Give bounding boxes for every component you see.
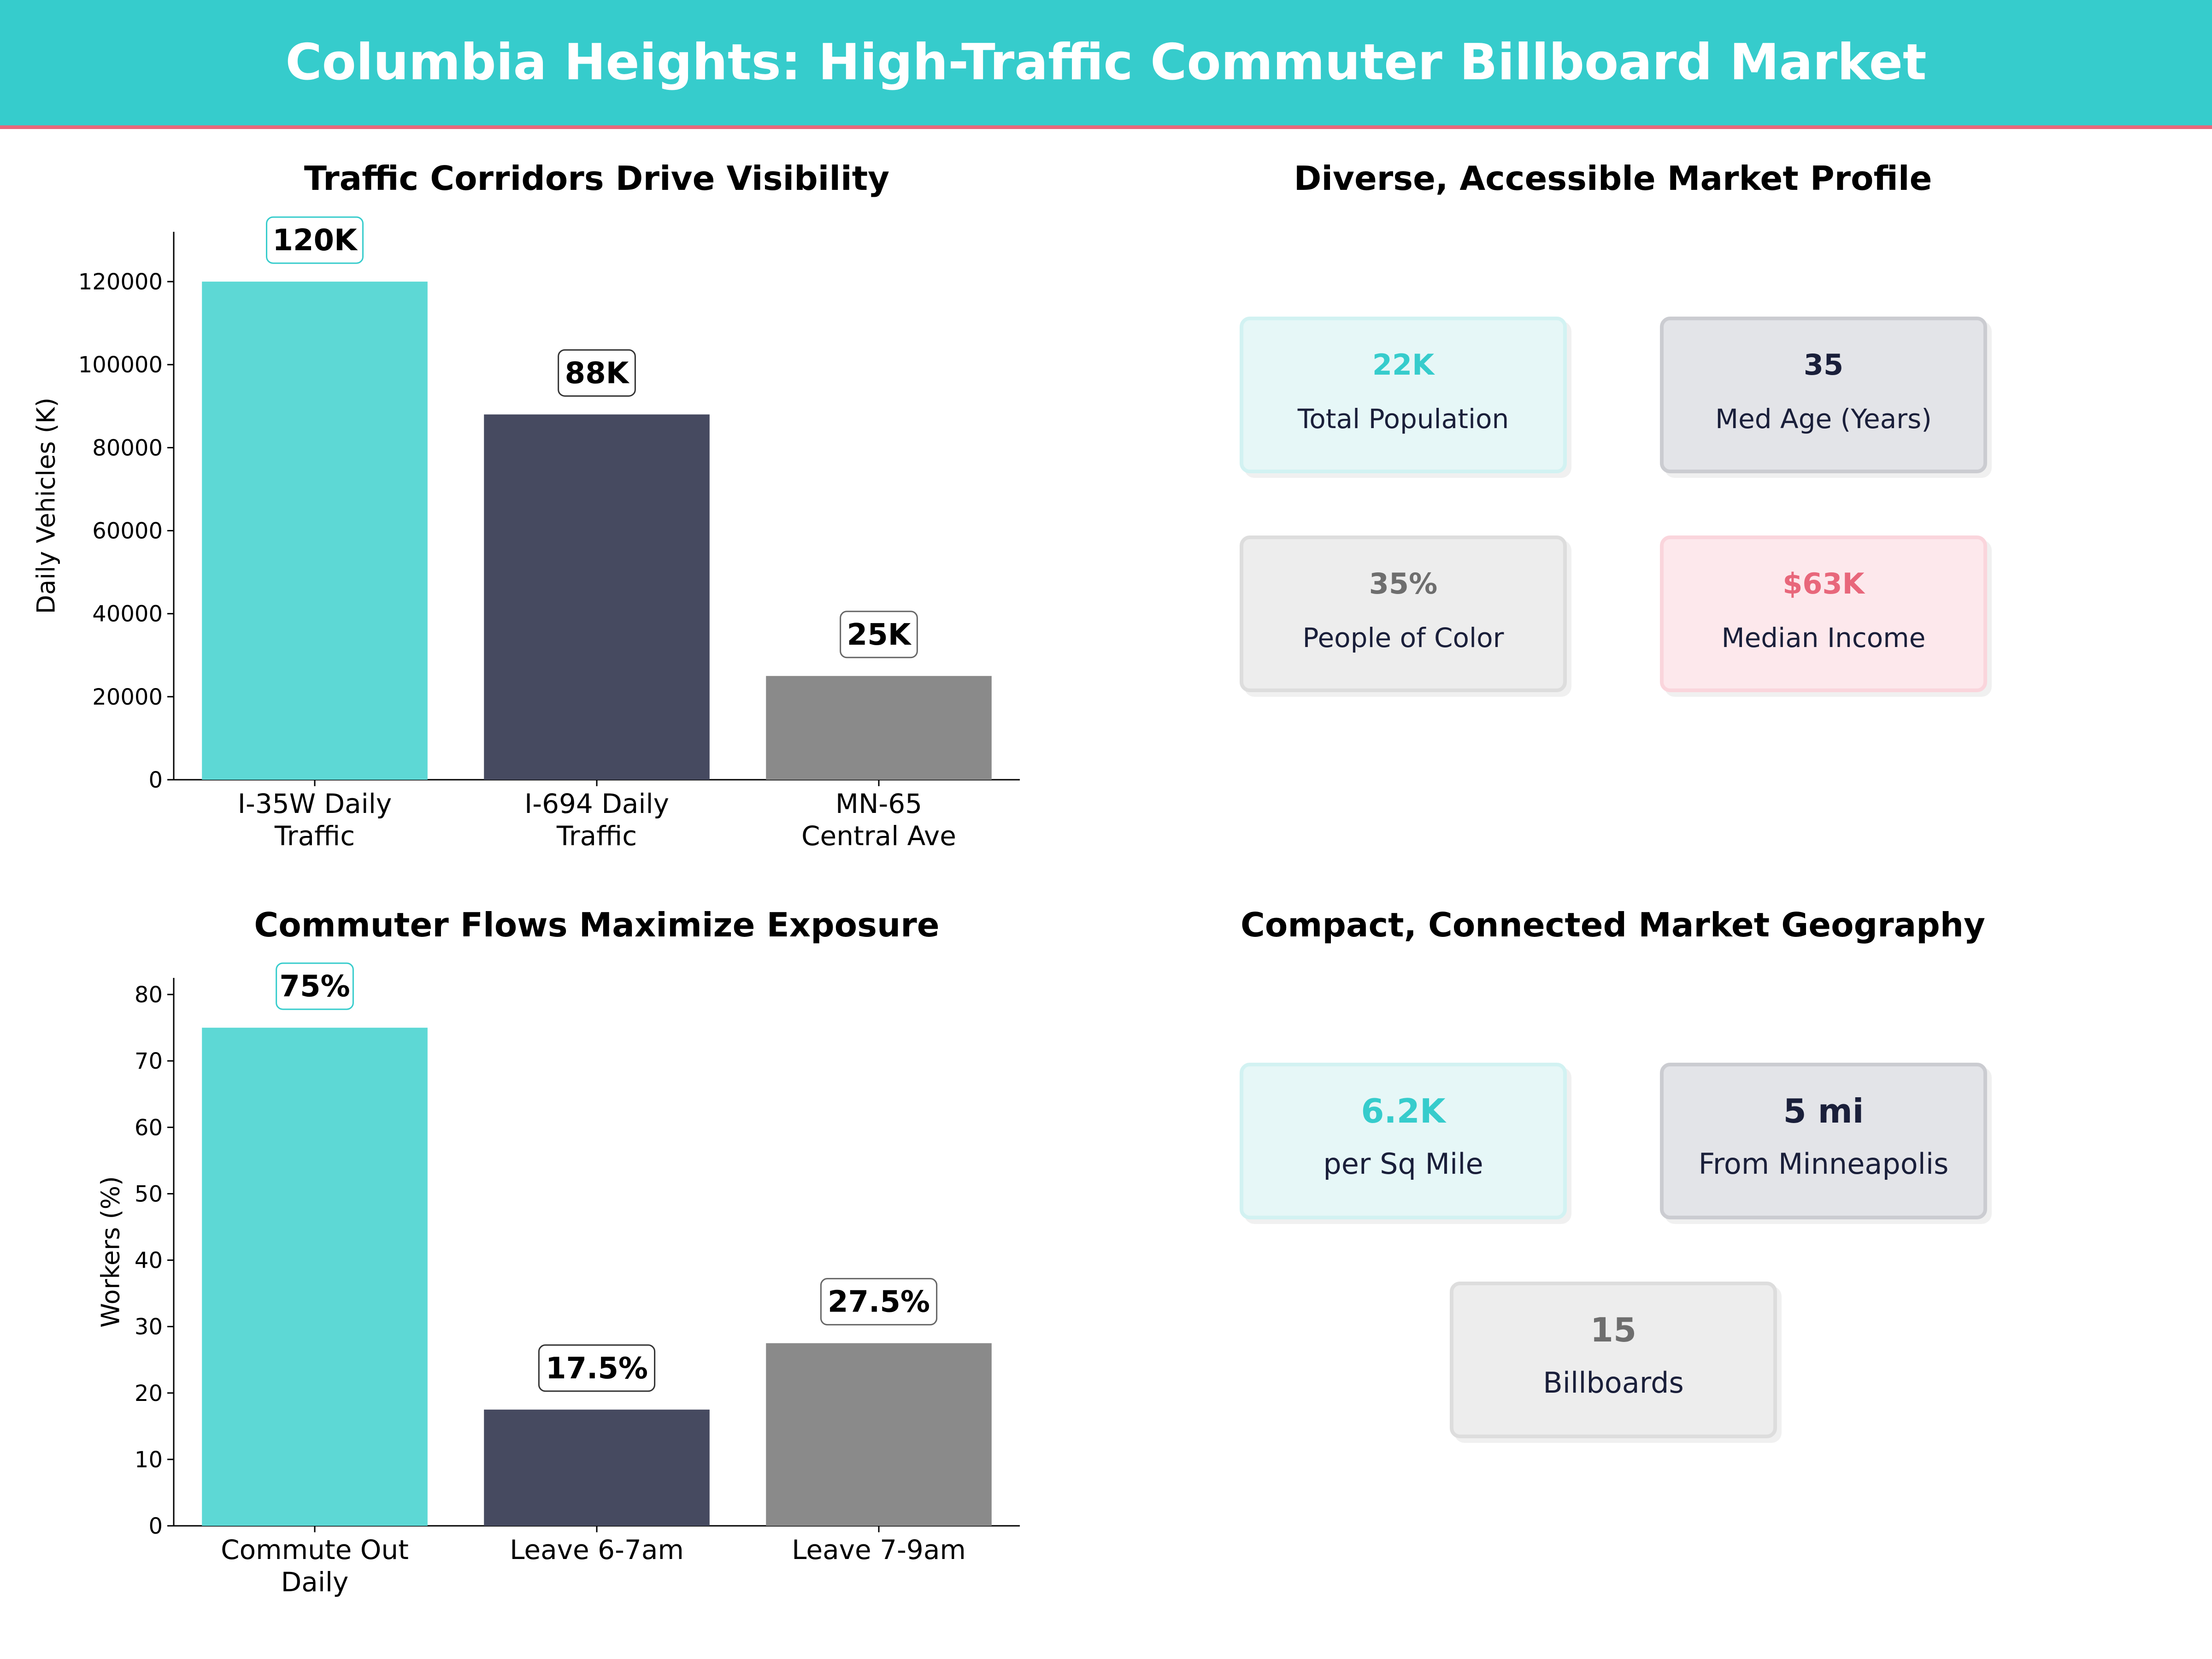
y-axis-label: Daily Vehicles (K) — [32, 398, 61, 614]
y-tick-label: 50 — [135, 1181, 163, 1207]
data-label-box — [820, 1278, 938, 1326]
card-label: From Minneapolis — [1698, 1147, 1949, 1181]
y-tick-label: 20 — [135, 1381, 163, 1406]
card-median-age: 35 Med Age (Years) — [1660, 317, 1987, 473]
card-value: 15 — [1590, 1311, 1637, 1349]
data-label: 17.5% — [546, 1352, 648, 1386]
y-tick-label: 60 — [135, 1115, 163, 1141]
card-density: 6.2K per Sq Mile — [1240, 1063, 1567, 1219]
card-label: Total Population — [1297, 403, 1509, 435]
card-value: $63K — [1783, 567, 1865, 600]
x-tick-label: I-35W Daily — [238, 788, 392, 819]
data-label: 27.5% — [828, 1285, 930, 1319]
data-label-box — [840, 611, 918, 659]
data-label-box — [558, 349, 636, 397]
x-tick-label: Daily — [281, 1566, 349, 1598]
commute-chart-title: Commuter Flows Maximize Exposure — [254, 906, 940, 944]
y-axis-label: Workers (%) — [96, 1176, 125, 1328]
x-tick-label: MN-65 — [835, 788, 922, 819]
card-label: People of Color — [1302, 622, 1504, 653]
card-value: 35% — [1369, 567, 1438, 600]
bar — [484, 414, 710, 780]
x-tick-label: Commute Out — [221, 1534, 409, 1565]
y-tick-label: 60000 — [92, 518, 163, 544]
bar — [484, 1409, 710, 1526]
data-label: 75% — [279, 970, 350, 1004]
card-label: Billboards — [1543, 1366, 1684, 1400]
bar — [766, 676, 992, 780]
card-value: 5 mi — [1783, 1092, 1864, 1130]
y-tick-label: 0 — [148, 767, 163, 793]
y-tick-label: 40 — [135, 1248, 163, 1274]
traffic-chart-title: Traffic Corridors Drive Visibility — [304, 159, 890, 198]
card-value: 6.2K — [1361, 1092, 1446, 1130]
y-tick-label: 80000 — [92, 435, 163, 461]
x-tick-label: Traffic — [556, 820, 637, 852]
x-tick-label: Central Ave — [801, 820, 956, 852]
x-tick-label: Leave 6-7am — [510, 1534, 684, 1565]
card-people-of-color: 35% People of Color — [1240, 535, 1567, 692]
card-label: Median Income — [1721, 622, 1926, 653]
x-tick-label: Leave 7-9am — [792, 1534, 966, 1565]
geography-panel-title: Compact, Connected Market Geography — [1241, 906, 1985, 944]
page-title: Columbia Heights: High-Traffic Commuter … — [285, 34, 1927, 91]
y-tick-label: 30 — [135, 1314, 163, 1340]
card-distance: 5 mi From Minneapolis — [1660, 1063, 1987, 1219]
header-banner: Columbia Heights: High-Traffic Commuter … — [0, 0, 2212, 129]
y-tick-label: 120000 — [78, 269, 163, 295]
bar — [766, 1343, 992, 1526]
y-tick-label: 0 — [148, 1513, 163, 1539]
card-billboards: 15 Billboards — [1450, 1282, 1777, 1438]
data-label: 88K — [565, 356, 630, 390]
card-total-population: 22K Total Population — [1240, 317, 1567, 473]
profile-panel-title: Diverse, Accessible Market Profile — [1294, 159, 1932, 198]
card-median-income: $63K Median Income — [1660, 535, 1987, 692]
y-tick-label: 70 — [135, 1048, 163, 1074]
x-tick-label: Traffic — [274, 820, 355, 852]
data-label: 25K — [847, 618, 912, 652]
y-tick-label: 100000 — [78, 352, 163, 378]
data-label: 120K — [272, 224, 358, 258]
card-label: per Sq Mile — [1323, 1147, 1483, 1181]
y-tick-label: 10 — [135, 1447, 163, 1473]
data-label-box — [276, 962, 354, 1010]
x-tick-label: I-694 Daily — [524, 788, 669, 819]
card-value: 35 — [1803, 348, 1844, 382]
data-label-box — [538, 1344, 656, 1392]
y-tick-label: 80 — [135, 982, 163, 1008]
card-value: 22K — [1372, 348, 1435, 382]
bar — [202, 1028, 428, 1526]
bar — [202, 282, 428, 780]
card-label: Med Age (Years) — [1715, 403, 1932, 435]
y-tick-label: 40000 — [92, 601, 163, 627]
y-tick-label: 20000 — [92, 684, 163, 710]
data-label-box — [266, 216, 364, 264]
